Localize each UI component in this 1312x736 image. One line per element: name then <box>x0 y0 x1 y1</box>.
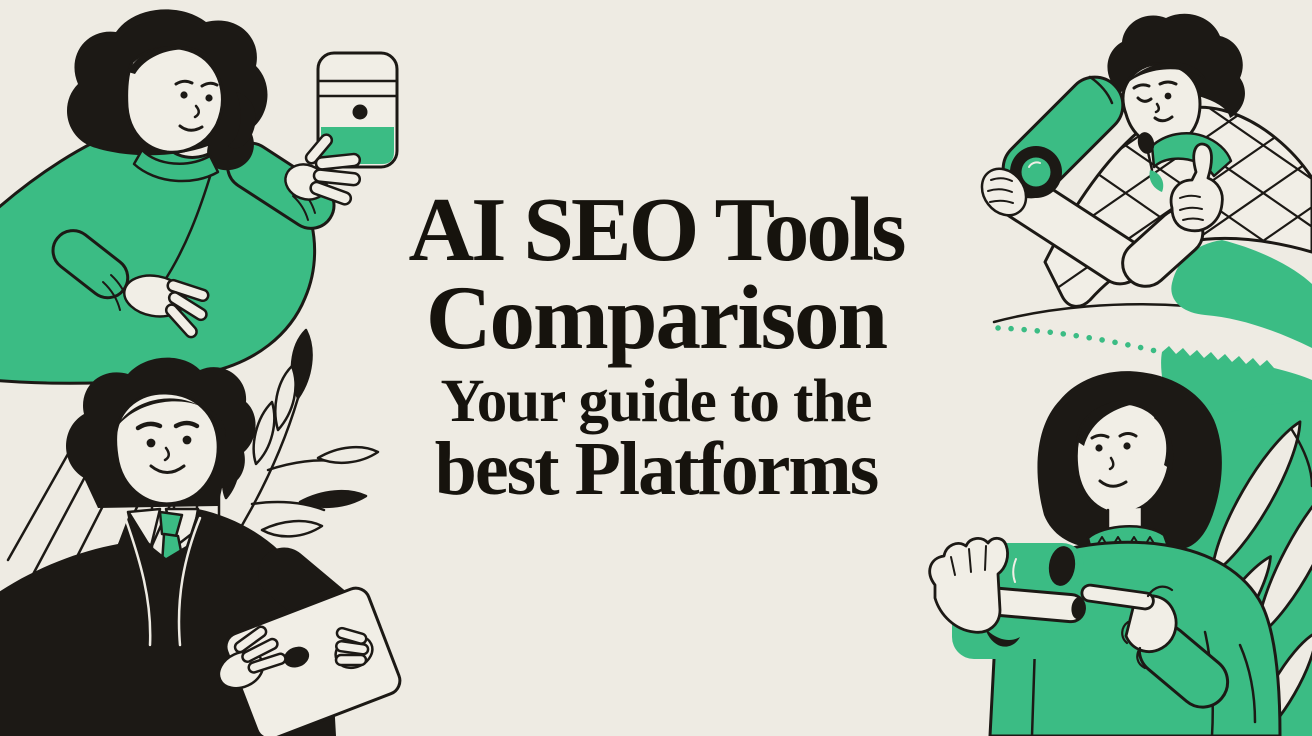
sweater-collar <box>132 148 220 183</box>
gripping-hand <box>980 167 1028 217</box>
face-features <box>135 420 200 474</box>
leaf <box>274 364 297 432</box>
hair-part <box>1078 400 1130 446</box>
hair-curl <box>228 92 256 149</box>
face <box>1074 401 1172 515</box>
hair-fringe <box>1122 62 1206 88</box>
hero-text: AI SEO Tools Comparison Your guide to th… <box>0 179 1312 511</box>
subtitle-line-1: Your guide to the <box>440 367 873 435</box>
woman-with-viewfinder <box>928 371 1282 736</box>
leaf <box>316 446 380 464</box>
dotted-line <box>995 325 1163 355</box>
leaf-branch <box>222 328 380 544</box>
face-features <box>1132 80 1178 123</box>
open-palm <box>928 536 1020 647</box>
lens <box>1048 546 1076 586</box>
face-features <box>174 79 219 132</box>
businessman-with-tablet <box>0 357 402 736</box>
green-waist <box>1171 240 1312 348</box>
leaf <box>252 400 276 466</box>
man-with-green-roller-thumbs-up <box>980 13 1312 348</box>
leaf <box>260 519 324 538</box>
hair-bangs <box>128 45 208 74</box>
thumbs-up-hand <box>1169 142 1224 233</box>
woman-presenting-phone <box>0 9 399 385</box>
pointing-hand <box>1080 583 1230 709</box>
top-arc-line <box>992 303 1190 324</box>
face-features <box>1090 432 1138 488</box>
phone-graphic <box>316 51 399 169</box>
face <box>125 46 224 154</box>
hair-curtain <box>1154 414 1174 470</box>
title-line-2: Comparison <box>425 267 888 369</box>
tube-cap <box>1071 597 1086 620</box>
collar-mic <box>1137 132 1164 192</box>
hands-on-tablet <box>217 625 374 690</box>
lapel-lines <box>124 516 202 647</box>
leaf <box>298 490 368 508</box>
hand-holding-phone <box>284 133 362 206</box>
tablet-graphic <box>224 586 402 736</box>
subtitle-line-2: best Platforms <box>434 426 880 511</box>
hair-curl <box>203 408 226 437</box>
hand <box>123 274 210 339</box>
title-line-1: AI SEO Tools <box>408 179 906 280</box>
